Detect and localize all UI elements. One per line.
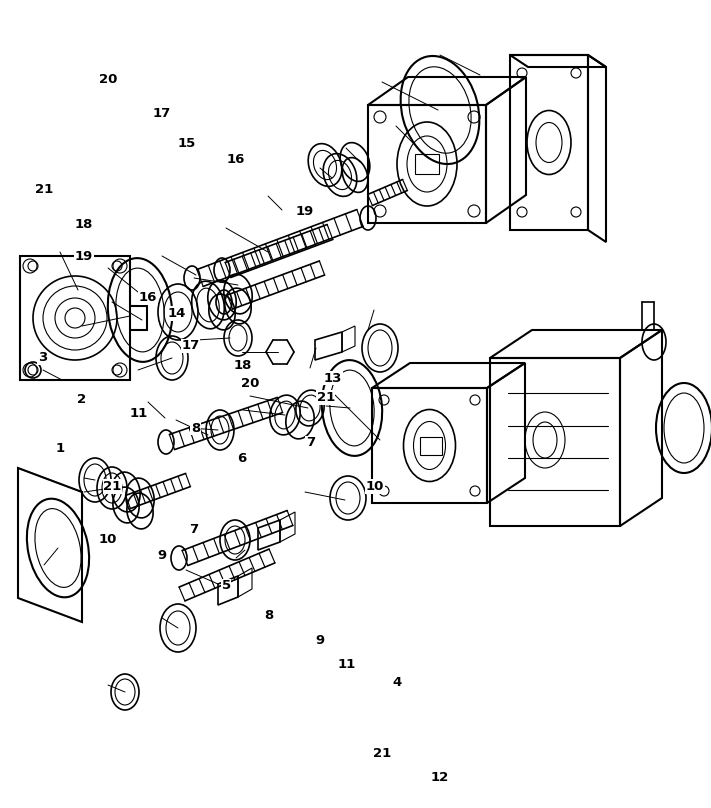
Text: 11: 11 xyxy=(129,407,148,420)
Text: 21: 21 xyxy=(103,480,122,493)
Text: 20: 20 xyxy=(99,73,117,86)
Bar xyxy=(419,436,442,454)
Bar xyxy=(415,154,439,174)
Text: 16: 16 xyxy=(227,154,245,166)
Text: 21: 21 xyxy=(316,391,335,404)
Bar xyxy=(20,256,130,380)
Text: 8: 8 xyxy=(191,422,201,435)
Text: 13: 13 xyxy=(324,372,342,385)
Text: 6: 6 xyxy=(237,452,247,465)
Text: 19: 19 xyxy=(295,205,314,218)
Text: 11: 11 xyxy=(337,658,356,671)
Text: 7: 7 xyxy=(189,523,198,536)
Text: 17: 17 xyxy=(153,107,171,120)
Text: 9: 9 xyxy=(158,549,166,562)
Text: 21: 21 xyxy=(373,747,392,760)
Text: 10: 10 xyxy=(365,480,384,493)
Text: 3: 3 xyxy=(38,351,48,364)
Text: 5: 5 xyxy=(222,579,230,592)
Text: 4: 4 xyxy=(392,676,402,689)
Text: 10: 10 xyxy=(99,533,117,546)
Text: 18: 18 xyxy=(75,218,93,231)
Text: 9: 9 xyxy=(316,634,324,647)
Text: 16: 16 xyxy=(139,291,157,304)
Text: 21: 21 xyxy=(35,183,53,196)
Text: 20: 20 xyxy=(241,377,260,390)
Text: 18: 18 xyxy=(234,359,252,372)
Text: 15: 15 xyxy=(177,137,196,150)
Text: 2: 2 xyxy=(77,393,86,406)
Text: 7: 7 xyxy=(306,436,315,449)
Text: 12: 12 xyxy=(430,771,449,784)
Text: 14: 14 xyxy=(167,307,186,320)
Text: 8: 8 xyxy=(264,609,274,622)
Text: 1: 1 xyxy=(56,442,65,455)
Text: 19: 19 xyxy=(75,250,93,263)
Text: 17: 17 xyxy=(181,339,200,352)
